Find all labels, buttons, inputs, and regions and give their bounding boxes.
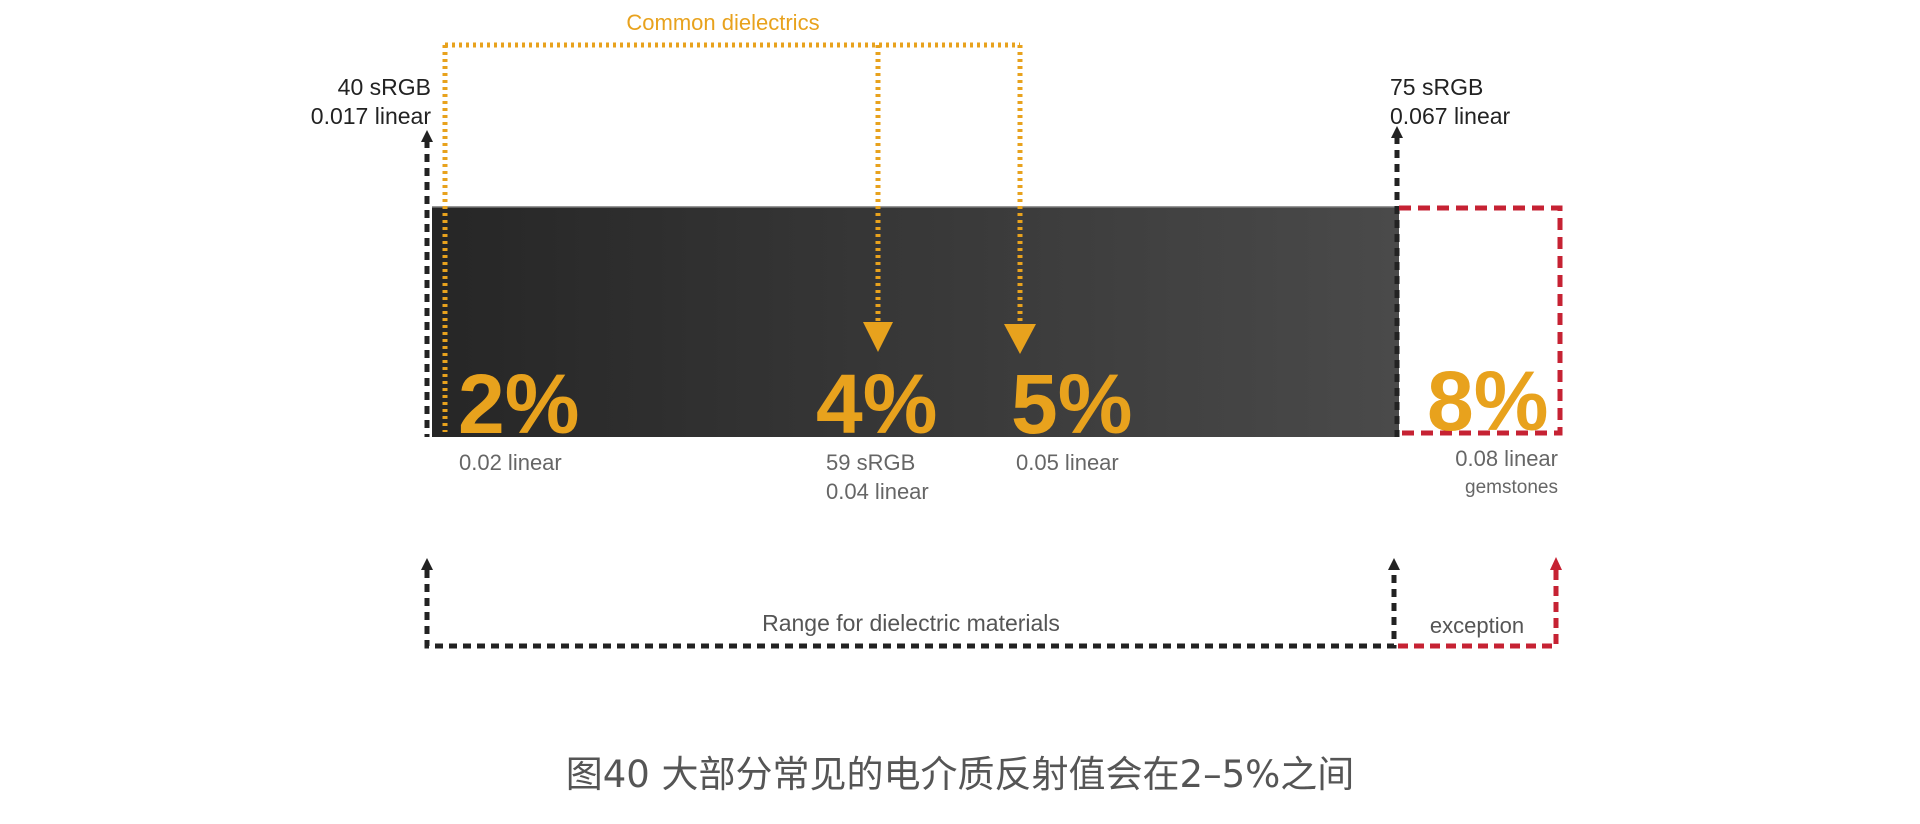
exception-label: exception (1430, 613, 1524, 638)
common-dielectrics-label: Common dielectrics (626, 10, 819, 35)
left-marker-linear: 0.017 linear (311, 103, 432, 129)
exception-box (1399, 205, 1563, 436)
right-marker-linear: 0.067 linear (1390, 103, 1511, 129)
figure-caption: 图40 大部分常见的电介质反射值会在2–5%之间 (565, 753, 1355, 796)
value-4-percent: 4% (816, 357, 937, 451)
value-2-percent: 2% (458, 357, 579, 451)
value-8-percent: 8% (1427, 354, 1548, 448)
value-5-linear: 0.05 linear (1016, 450, 1119, 475)
value-4-srgb: 59 sRGB (826, 450, 915, 475)
range-left-arrowhead (421, 558, 433, 570)
reflectance-gradient-bar (432, 207, 1399, 437)
range-right-arrowhead (1388, 558, 1400, 570)
arrow-to-5-percent (1004, 324, 1036, 354)
common-dielectrics-bracket (442, 42, 1023, 432)
exception-arrowhead (1550, 557, 1562, 570)
exception-bracket (1398, 570, 1559, 649)
value-8-linear: 0.08 linear (1455, 446, 1558, 471)
range-label: Range for dielectric materials (762, 610, 1060, 636)
left-marker-arrowhead (421, 130, 433, 142)
value-4-linear: 0.04 linear (826, 479, 929, 504)
right-marker-srgb: 75 sRGB (1390, 74, 1483, 100)
value-8-gemstones: gemstones (1465, 477, 1558, 498)
arrow-to-4-percent (863, 322, 893, 352)
right-marker-arrowhead (1391, 126, 1403, 138)
range-bracket (424, 570, 1397, 649)
value-5-percent: 5% (1011, 357, 1132, 451)
left-marker-srgb: 40 sRGB (338, 74, 431, 100)
value-2-linear: 0.02 linear (459, 450, 562, 475)
